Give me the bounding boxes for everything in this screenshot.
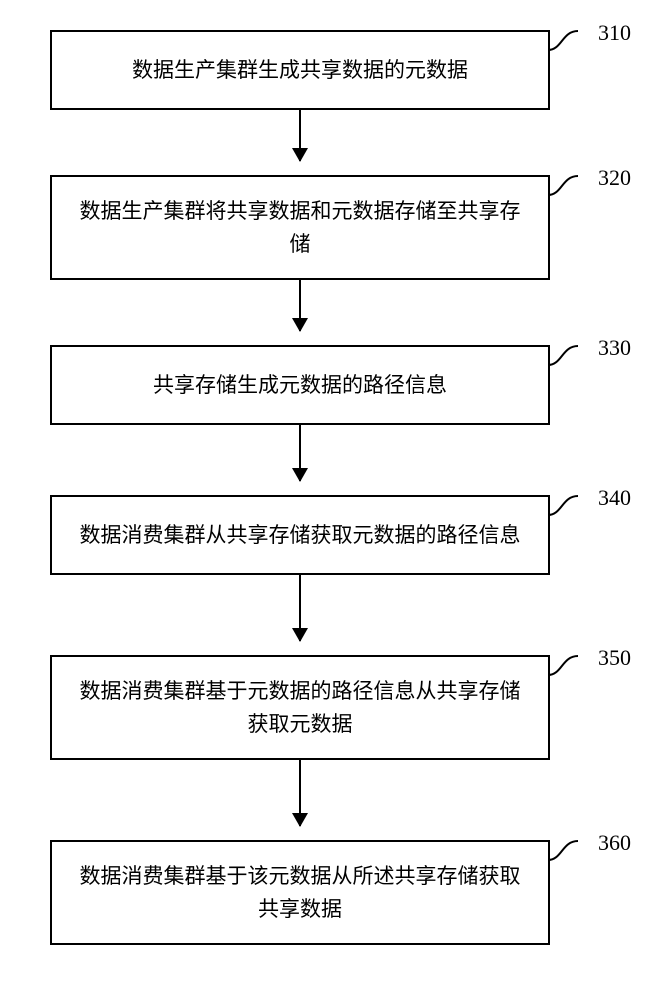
flow-node-n340: 数据消费集群从共享存储获取元数据的路径信息 <box>50 495 550 575</box>
flow-node-n330: 共享存储生成元数据的路径信息 <box>50 345 550 425</box>
flow-arrow <box>299 425 301 481</box>
flow-node-label: 数据生产集群将共享数据和元数据存储至共享存储 <box>72 195 528 260</box>
callout-label-350: 350 <box>598 645 631 671</box>
callout-label-330: 330 <box>598 335 631 361</box>
flow-arrow <box>299 110 301 161</box>
flow-node-n350: 数据消费集群基于元数据的路径信息从共享存储获取元数据 <box>50 655 550 760</box>
callout-curve-icon <box>548 343 578 368</box>
flowchart-canvas: 数据生产集群生成共享数据的元数据 310 数据生产集群将共享数据和元数据存储至共享存… <box>0 0 668 1000</box>
flow-node-n360: 数据消费集群基于该元数据从所述共享存储获取共享数据 <box>50 840 550 945</box>
callout-label-320: 320 <box>598 165 631 191</box>
callout-curve-icon <box>548 28 578 53</box>
flow-node-label: 共享存储生成元数据的路径信息 <box>153 369 447 402</box>
callout-curve-icon <box>548 173 578 198</box>
callout-label-360: 360 <box>598 830 631 856</box>
callout-curve-icon <box>548 493 578 518</box>
flow-node-label: 数据消费集群基于元数据的路径信息从共享存储获取元数据 <box>72 675 528 740</box>
callout-curve-icon <box>548 653 578 678</box>
callout-label-340: 340 <box>598 485 631 511</box>
flow-node-label: 数据消费集群基于该元数据从所述共享存储获取共享数据 <box>72 860 528 925</box>
flow-arrow <box>299 280 301 331</box>
flow-node-n320: 数据生产集群将共享数据和元数据存储至共享存储 <box>50 175 550 280</box>
flow-node-label: 数据消费集群从共享存储获取元数据的路径信息 <box>80 519 521 552</box>
flow-node-n310: 数据生产集群生成共享数据的元数据 <box>50 30 550 110</box>
callout-label-310: 310 <box>598 20 631 46</box>
flow-arrow <box>299 575 301 641</box>
flow-node-label: 数据生产集群生成共享数据的元数据 <box>132 54 468 87</box>
callout-curve-icon <box>548 838 578 863</box>
flow-arrow <box>299 760 301 826</box>
